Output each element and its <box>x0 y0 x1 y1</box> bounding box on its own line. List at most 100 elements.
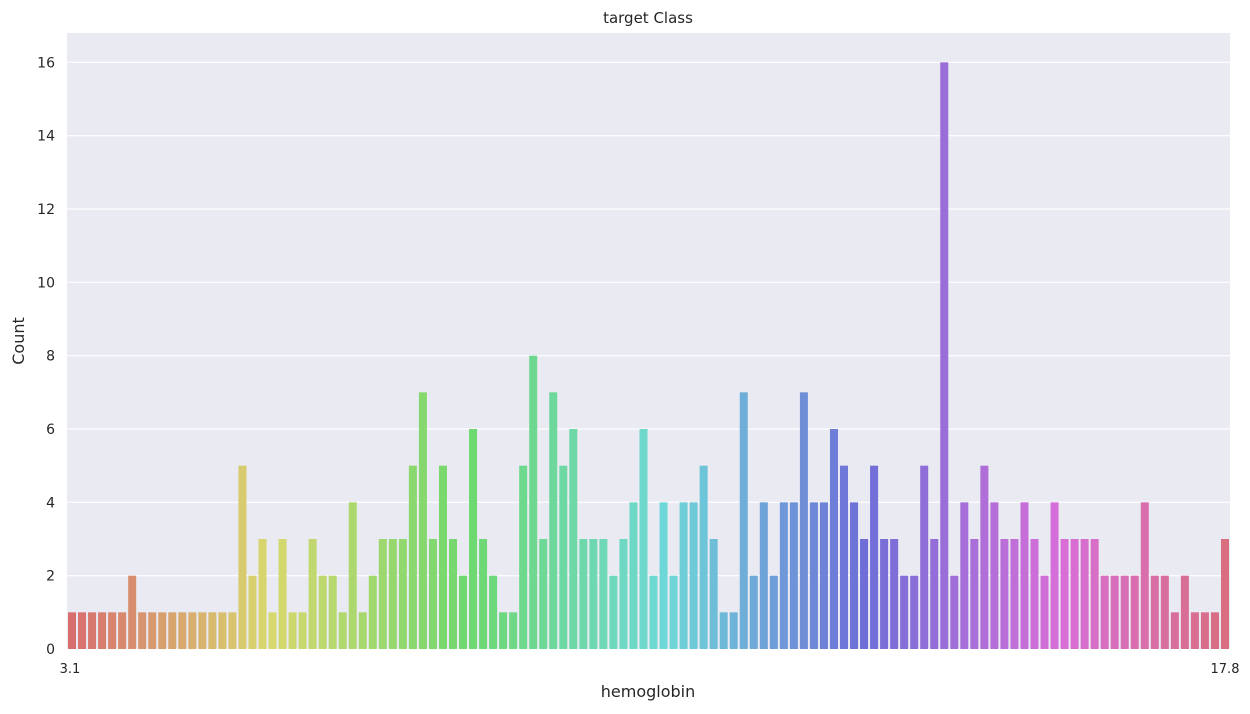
bar-28 <box>348 502 357 649</box>
bar-81 <box>880 539 889 649</box>
bar-105 <box>1120 575 1129 649</box>
bar-107 <box>1140 502 1149 649</box>
bar-92 <box>990 502 999 649</box>
bar-71 <box>779 502 788 649</box>
bars <box>68 62 1229 649</box>
bar-96 <box>1030 539 1039 649</box>
bar-55 <box>619 539 628 649</box>
bar-23 <box>298 612 307 649</box>
bar-94 <box>1010 539 1019 649</box>
bar-95 <box>1020 502 1029 649</box>
bar-89 <box>960 502 969 649</box>
x-tick-labels: 3.1 17.8 <box>60 662 1240 677</box>
bar-2 <box>88 612 97 649</box>
bar-50 <box>569 429 578 649</box>
bar-31 <box>378 539 387 649</box>
bar-16 <box>228 612 237 649</box>
bar-69 <box>759 502 768 649</box>
bar-110 <box>1170 612 1179 649</box>
bar-104 <box>1110 575 1119 649</box>
bar-15 <box>218 612 227 649</box>
bar-37 <box>438 465 447 649</box>
x-tick-label-last: 17.8 <box>1211 662 1240 677</box>
bar-79 <box>860 539 869 649</box>
y-tick-label-4: 4 <box>46 495 55 511</box>
bar-112 <box>1190 612 1199 649</box>
bar-91 <box>980 465 989 649</box>
bar-17 <box>238 465 247 649</box>
y-tick-labels: 0 2 4 6 8 10 12 14 16 <box>37 55 55 658</box>
bar-76 <box>829 429 838 649</box>
bar-80 <box>870 465 879 649</box>
bar-36 <box>428 539 437 649</box>
bar-62 <box>689 502 698 649</box>
bar-82 <box>890 539 899 649</box>
bar-77 <box>839 465 849 649</box>
x-axis-label: hemoglobin <box>601 682 696 701</box>
bar-103 <box>1100 575 1109 649</box>
bar-29 <box>358 612 367 649</box>
bar-57 <box>639 429 648 649</box>
bar-83 <box>900 575 909 649</box>
bar-43 <box>499 612 508 649</box>
bar-111 <box>1180 575 1189 649</box>
bar-106 <box>1130 575 1139 649</box>
bar-65 <box>719 612 728 649</box>
bar-4 <box>108 612 117 649</box>
bar-88 <box>950 575 959 649</box>
bar-84 <box>910 575 919 649</box>
bar-68 <box>749 575 758 649</box>
bar-21 <box>278 539 287 649</box>
bar-64 <box>709 539 718 649</box>
y-tick-label-16: 16 <box>37 55 55 71</box>
bar-42 <box>489 575 498 649</box>
bar-51 <box>579 539 588 649</box>
bar-53 <box>599 539 608 649</box>
bar-0 <box>68 612 77 649</box>
y-tick-label-0: 0 <box>46 642 55 658</box>
bar-47 <box>539 539 548 649</box>
bar-100 <box>1070 539 1079 649</box>
bar-90 <box>970 539 979 649</box>
y-tick-label-10: 10 <box>37 275 55 291</box>
bar-1 <box>78 612 87 649</box>
y-tick-label-12: 12 <box>37 202 55 218</box>
bar-75 <box>819 502 828 649</box>
bar-5 <box>118 612 127 649</box>
y-axis-label: Count <box>9 317 28 365</box>
bar-35 <box>418 392 427 649</box>
bar-20 <box>268 612 277 649</box>
bar-48 <box>549 392 558 649</box>
bar-11 <box>178 612 187 649</box>
bar-101 <box>1080 539 1089 649</box>
bar-54 <box>609 575 618 649</box>
bar-33 <box>398 539 407 649</box>
bar-114 <box>1210 612 1219 649</box>
y-tick-label-14: 14 <box>37 129 55 145</box>
bar-67 <box>739 392 748 649</box>
bar-18 <box>248 575 257 649</box>
bar-25 <box>318 575 327 649</box>
bar-46 <box>529 355 538 649</box>
bar-108 <box>1150 575 1159 649</box>
bar-66 <box>729 612 738 649</box>
bar-56 <box>629 502 638 649</box>
bar-98 <box>1050 502 1059 649</box>
bar-49 <box>559 465 568 649</box>
bar-44 <box>509 612 518 649</box>
bar-87 <box>940 62 949 649</box>
bar-52 <box>589 539 598 649</box>
bar-24 <box>308 539 317 649</box>
bar-27 <box>338 612 347 649</box>
bar-32 <box>388 539 397 649</box>
bar-39 <box>459 575 468 649</box>
bar-60 <box>669 575 678 649</box>
bar-109 <box>1160 575 1169 649</box>
bar-34 <box>408 465 417 649</box>
bar-19 <box>258 539 267 649</box>
bar-73 <box>799 392 808 649</box>
bar-74 <box>809 502 818 649</box>
bar-63 <box>699 465 708 649</box>
bar-85 <box>920 465 929 649</box>
bar-113 <box>1200 612 1209 649</box>
